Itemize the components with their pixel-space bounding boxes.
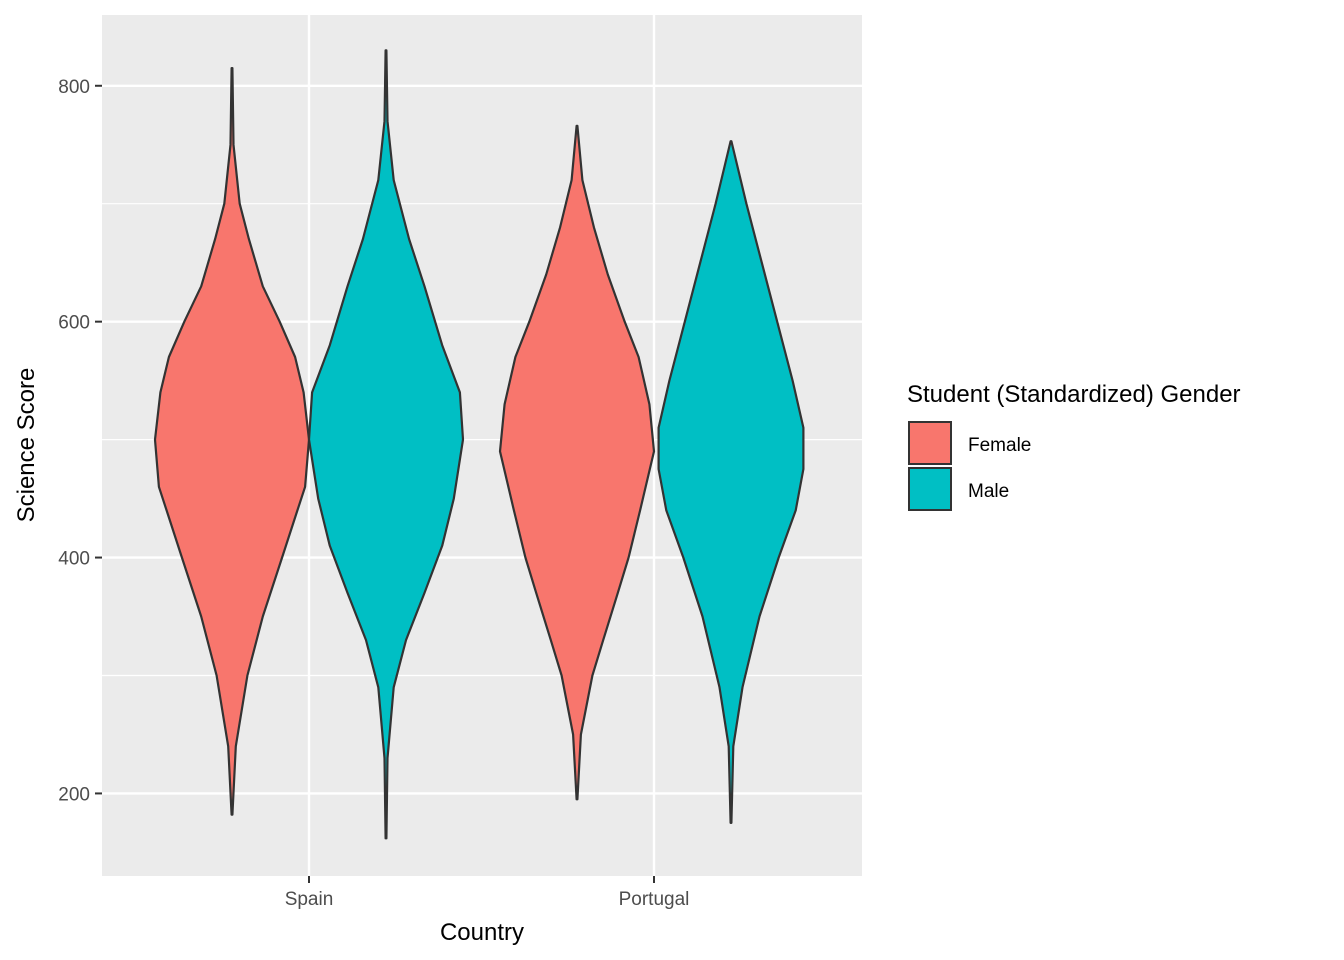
legend-key-male: [908, 467, 952, 511]
violin-female-portugal: [498, 124, 656, 801]
y-tick-label: 400: [58, 549, 90, 570]
violins: [153, 49, 805, 840]
x-tick-label: Portugal: [619, 889, 690, 910]
x-tick-label: Spain: [285, 889, 334, 910]
y-tick-label: 600: [58, 313, 90, 334]
violin-male-spain: [307, 49, 465, 840]
legend-label-female: Female: [968, 435, 1031, 456]
legend-title: Student (Standardized) Gender: [907, 381, 1241, 408]
violin-female-spain: [153, 67, 311, 816]
y-tick-label: 800: [58, 77, 90, 98]
violin-male-portugal: [657, 140, 805, 824]
x-axis-title: Country: [440, 919, 524, 946]
y-axis-title: Science Score: [13, 368, 40, 523]
legend-key-female: [908, 421, 952, 465]
y-axis: 200 400 600 800: [58, 77, 102, 805]
y-tick-label: 200: [58, 784, 90, 805]
x-axis: Spain Portugal: [285, 876, 690, 910]
legend: Student (Standardized) Gender Female Mal…: [907, 381, 1241, 511]
legend-label-male: Male: [968, 481, 1009, 502]
